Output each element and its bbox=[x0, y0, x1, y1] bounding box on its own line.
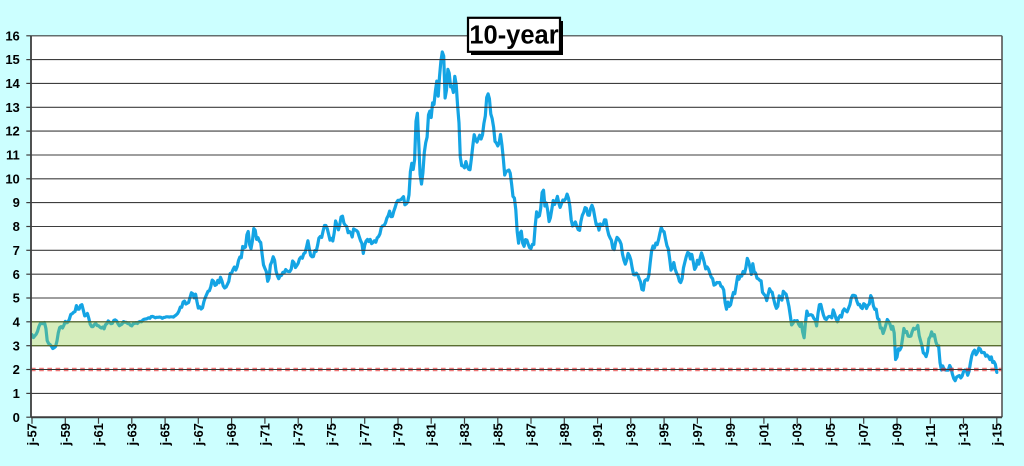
svg-text:6: 6 bbox=[13, 267, 20, 282]
svg-text:j-79: j-79 bbox=[391, 423, 406, 446]
svg-text:j-01: j-01 bbox=[756, 423, 771, 446]
svg-text:1: 1 bbox=[13, 386, 20, 401]
svg-text:j-65: j-65 bbox=[158, 423, 173, 446]
svg-text:j-03: j-03 bbox=[790, 423, 805, 446]
svg-text:j-77: j-77 bbox=[357, 423, 372, 446]
svg-text:j-63: j-63 bbox=[124, 423, 139, 446]
svg-text:11: 11 bbox=[6, 148, 20, 163]
svg-text:j-91: j-91 bbox=[590, 423, 605, 446]
svg-text:j-09: j-09 bbox=[890, 423, 905, 446]
svg-text:12: 12 bbox=[5, 124, 19, 139]
svg-text:10-year: 10-year bbox=[469, 22, 558, 50]
svg-text:j-89: j-89 bbox=[557, 423, 572, 446]
svg-text:j-13: j-13 bbox=[956, 423, 971, 446]
svg-text:j-71: j-71 bbox=[257, 423, 272, 446]
svg-text:j-83: j-83 bbox=[457, 423, 472, 446]
svg-text:13: 13 bbox=[5, 100, 19, 115]
svg-text:j-73: j-73 bbox=[291, 423, 306, 446]
svg-text:8: 8 bbox=[13, 219, 20, 234]
svg-text:j-59: j-59 bbox=[58, 423, 73, 446]
svg-text:15: 15 bbox=[5, 52, 19, 67]
svg-text:16: 16 bbox=[5, 28, 19, 43]
svg-text:j-07: j-07 bbox=[856, 423, 871, 446]
svg-text:j-97: j-97 bbox=[690, 423, 705, 446]
svg-text:j-05: j-05 bbox=[823, 423, 838, 446]
svg-text:14: 14 bbox=[5, 76, 20, 91]
svg-text:j-11: j-11 bbox=[923, 424, 938, 447]
svg-text:5: 5 bbox=[13, 291, 20, 306]
svg-text:j-61: j-61 bbox=[91, 423, 106, 446]
svg-text:j-67: j-67 bbox=[191, 423, 206, 446]
svg-text:j-75: j-75 bbox=[324, 423, 339, 446]
svg-text:j-85: j-85 bbox=[490, 423, 505, 446]
svg-text:10: 10 bbox=[5, 171, 19, 186]
svg-text:7: 7 bbox=[13, 243, 20, 258]
svg-text:j-99: j-99 bbox=[723, 423, 738, 446]
svg-text:j-81: j-81 bbox=[424, 423, 439, 446]
svg-text:j-15: j-15 bbox=[989, 423, 1004, 446]
svg-text:4: 4 bbox=[13, 314, 21, 329]
svg-text:j-87: j-87 bbox=[524, 423, 539, 446]
svg-text:j-93: j-93 bbox=[623, 423, 638, 446]
svg-text:j-95: j-95 bbox=[657, 423, 672, 446]
svg-text:j-57: j-57 bbox=[25, 423, 40, 446]
svg-text:3: 3 bbox=[13, 338, 20, 353]
svg-text:2: 2 bbox=[13, 362, 20, 377]
svg-text:0: 0 bbox=[13, 410, 20, 425]
svg-text:9: 9 bbox=[13, 195, 20, 210]
svg-text:j-69: j-69 bbox=[224, 423, 239, 446]
